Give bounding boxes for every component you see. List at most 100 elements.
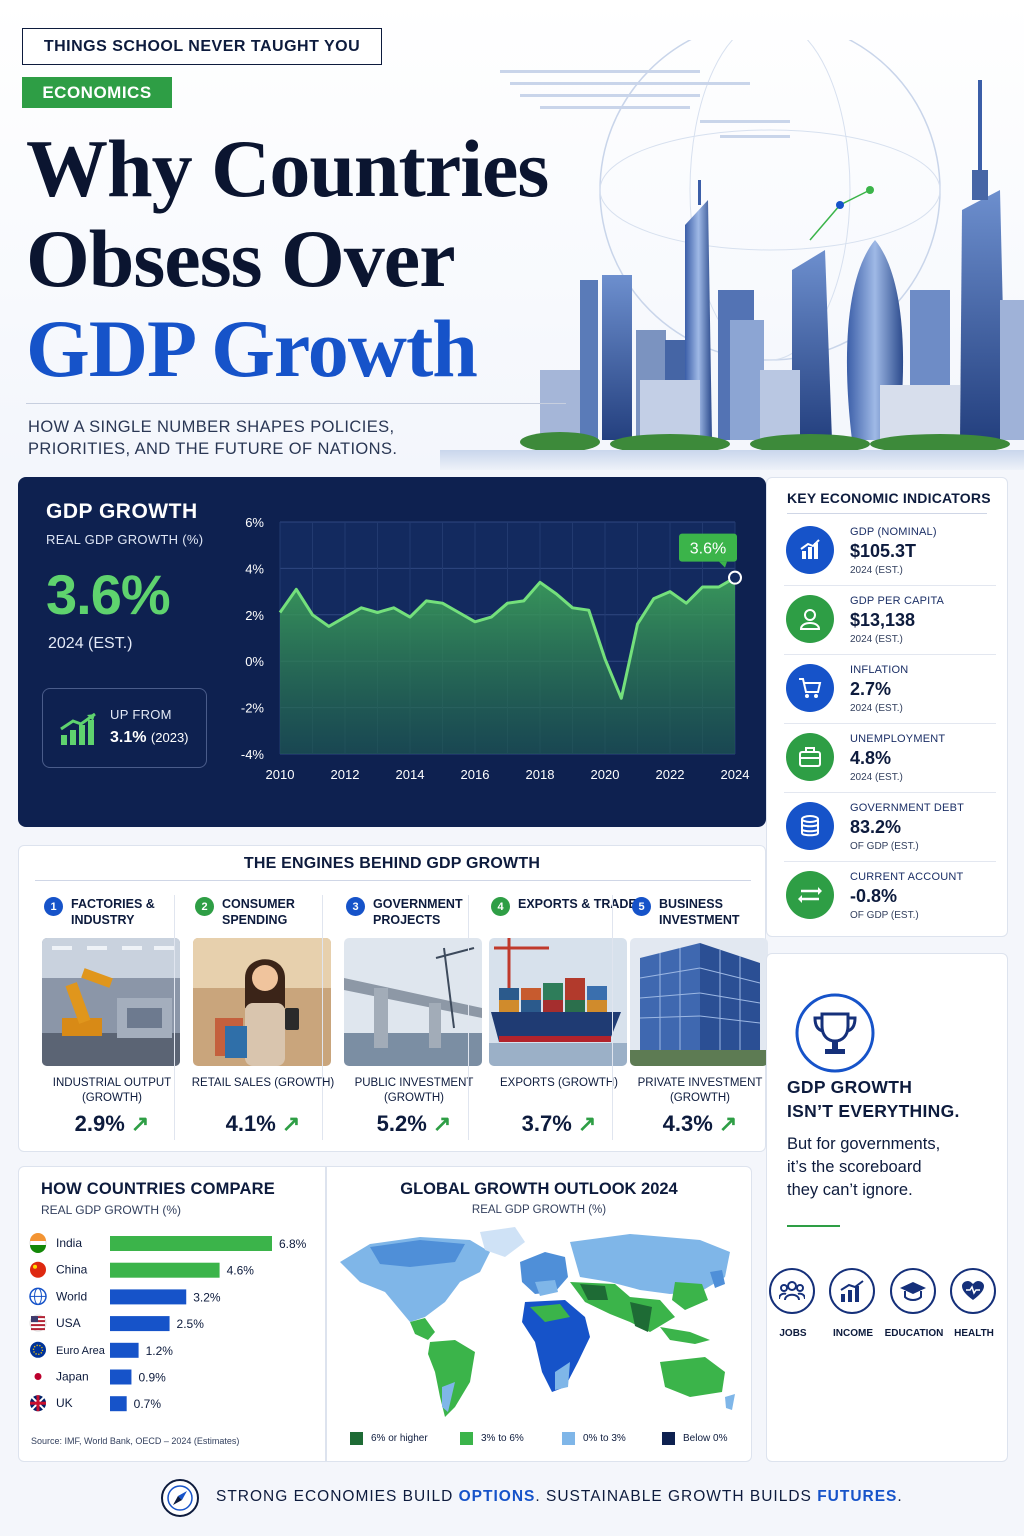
engine-metric-value: 3.7% ↗ <box>521 1111 597 1136</box>
engine-card-government: 3 GOVERNMENT PROJECTS PUBLIC INVESTMENT … <box>344 893 486 1143</box>
scoreboard-text: But for governments, it’s the scoreboard t… <box>787 1135 941 1199</box>
indicator-label: CURRENT ACCOUNT <box>850 871 964 883</box>
country-bar <box>110 1342 139 1358</box>
eu-flag-icon <box>30 1341 46 1358</box>
outcome-health: HEALTH <box>943 1268 1005 1348</box>
x-tick-label: 2020 <box>591 767 620 782</box>
country-name: USA <box>56 1316 81 1330</box>
up-arrow-icon: ↗ <box>281 1111 301 1136</box>
scoreboard-accent-rule <box>787 1225 840 1227</box>
gdp-growth-line <box>278 576 736 700</box>
global-outlook-title: GLOBAL GROWTH OUTLOOK 2024 <box>400 1180 678 1198</box>
legend-label: Below 0% <box>683 1433 728 1444</box>
page-title-line-3: GDP Growth <box>26 303 478 394</box>
outcome-income: INCOME <box>822 1268 884 1348</box>
city-skyline-illustration <box>440 40 1024 470</box>
outcome-label: EDUCATION <box>884 1328 944 1339</box>
engine-number: 4 <box>491 897 510 916</box>
subtitle-divider <box>26 403 566 404</box>
footer-tagline: STRONG ECONOMIES BUILD OPTIONS. SUSTAINA… <box>216 1488 903 1505</box>
indicator-label: GDP PER CAPITA <box>850 595 945 607</box>
indicator-value: 2.7% <box>850 679 892 699</box>
x-tick-label: 2022 <box>656 767 685 782</box>
engine-metric-label: EXPORTS (GROWTH) <box>500 1077 618 1089</box>
person-icon <box>786 595 834 643</box>
china-flag-icon <box>30 1261 46 1278</box>
country-compare-subtitle: REAL GDP GROWTH (%) <box>41 1203 182 1217</box>
engines-divider <box>35 880 751 881</box>
bar-chart-icon <box>786 526 834 574</box>
country-bar <box>110 1396 127 1412</box>
page-subtitle: HOW A SINGLE NUMBER SHAPES POLICIES, PRI… <box>28 418 398 458</box>
legend-label: 0% to 3% <box>583 1433 626 1444</box>
map-legend-item: Below 0% <box>662 1432 727 1445</box>
shopper-photo <box>193 938 331 1066</box>
engine-number: 3 <box>346 897 365 916</box>
callout-pointer <box>719 561 727 568</box>
up-arrow-icon: ↗ <box>130 1111 150 1136</box>
country-name: China <box>56 1263 88 1277</box>
y-tick-label: 0% <box>245 654 264 669</box>
y-tick-label: -4% <box>241 747 265 762</box>
engine-number: 2 <box>195 897 214 916</box>
engine-name: CONSUMER SPENDING <box>222 897 295 927</box>
x-tick-label: 2018 <box>526 767 555 782</box>
page-title-line-1: Why Countries <box>26 123 549 214</box>
engine-metric-value: 4.3% ↗ <box>662 1111 738 1136</box>
indicator-note: 2024 (EST.) <box>850 634 903 645</box>
eyebrow-label: THINGS SCHOOL NEVER TAUGHT YOU <box>22 28 382 65</box>
engine-divider <box>174 895 175 1140</box>
indicator-note: 2024 (EST.) <box>850 772 903 783</box>
country-row: UK 0.7% <box>30 1395 161 1412</box>
engine-metric-value: 4.1% ↗ <box>225 1111 301 1136</box>
country-row: World 3.2% <box>29 1287 221 1306</box>
previous-year-label: UP FROM <box>110 707 172 722</box>
indicator-value: $13,138 <box>850 610 916 630</box>
legend-swatch <box>662 1432 675 1445</box>
map-legend-item: 0% to 3% <box>562 1432 626 1445</box>
indicator-value: -0.8% <box>850 886 898 906</box>
country-bar <box>110 1262 220 1278</box>
engine-number: 5 <box>632 897 651 916</box>
country-row: Japan 0.9% <box>30 1368 166 1385</box>
graduation-cap-icon <box>900 1282 926 1301</box>
previous-year-value: 3.1% (2023) <box>110 729 189 746</box>
gdp-headline-value: 3.6% <box>46 563 171 626</box>
country-bar <box>110 1316 170 1332</box>
country-row: Euro Area 1.2% <box>30 1341 174 1358</box>
outcome-education: EDUCATION <box>883 1268 945 1348</box>
indicator-row: GOVERNMENT DEBT 83.2% OF GDP (EST.) <box>784 793 996 862</box>
compass-icon <box>161 1479 199 1517</box>
previous-year-box <box>42 688 207 768</box>
country-compare-panel <box>18 1166 326 1462</box>
engine-metric-label: INDUSTRIAL OUTPUT (GROWTH) <box>52 1077 172 1104</box>
engine-divider <box>612 895 613 1140</box>
engine-name: EXPORTS & TRADE <box>518 897 637 911</box>
engine-metric-label: RETAIL SALES (GROWTH) <box>191 1077 335 1089</box>
outcome-label: JOBS <box>779 1328 807 1339</box>
y-tick-label: 2% <box>245 608 264 623</box>
indicator-value: 83.2% <box>850 817 902 837</box>
country-name: Japan <box>56 1370 89 1384</box>
engine-divider <box>322 895 323 1140</box>
indicator-note: OF GDP (EST.) <box>850 910 919 921</box>
cart-icon <box>786 664 834 712</box>
office-building-photo <box>630 938 768 1066</box>
source-note: Source: IMF, World Bank, OECD – 2024 (Es… <box>31 1436 240 1446</box>
country-row: India 6.8% <box>29 1233 307 1253</box>
latest-value-callout-label: 3.6% <box>690 541 726 558</box>
gdp-area-fill <box>280 577 735 754</box>
map-legend-item: 6% or higher <box>350 1432 428 1445</box>
gdp-headline-year: 2024 (EST.) <box>48 635 133 652</box>
engine-metric-value: 5.2% ↗ <box>376 1111 452 1136</box>
legend-label: 3% to 6% <box>481 1433 524 1444</box>
gdp-growth-line-chart: 6% 4% 2% 0% -2% -4%2010 2012 2014 2016 2018 2020 20… <box>241 515 750 782</box>
up-arrow-icon: ↗ <box>577 1111 597 1136</box>
country-value-label: 6.8% <box>279 1237 307 1251</box>
country-name: India <box>56 1236 82 1250</box>
gdp-panel-title: GDP GROWTH <box>46 500 198 523</box>
outcome-label: INCOME <box>833 1328 873 1339</box>
engines-title: THE ENGINES BEHIND GDP GROWTH <box>243 855 541 872</box>
x-tick-label: 2010 <box>266 767 295 782</box>
country-value-label: 1.2% <box>146 1344 174 1358</box>
